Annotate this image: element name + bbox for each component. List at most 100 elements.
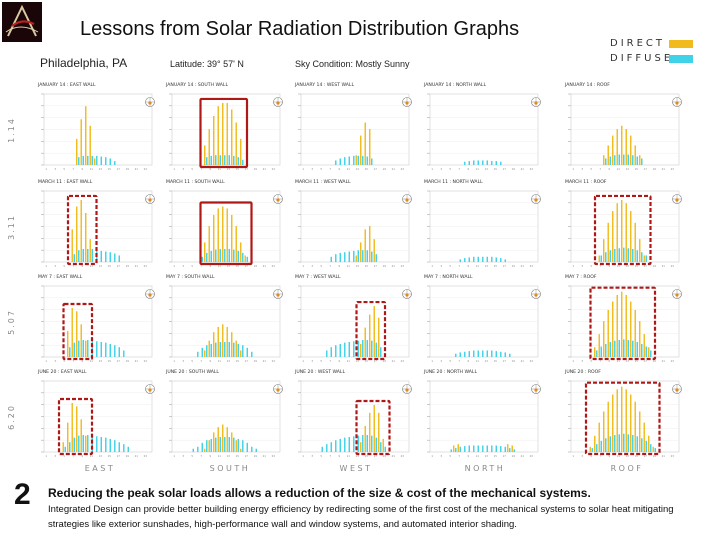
diffuse-bar (366, 435, 368, 452)
x-tick-label: 7 (329, 167, 331, 171)
diffuse-bar (609, 436, 611, 452)
direct-bar (612, 135, 614, 165)
diffuse-bar (210, 250, 212, 262)
x-tick-label: 23 (272, 264, 276, 268)
diffuse-bar (123, 350, 125, 357)
diffuse-bar (228, 248, 230, 262)
diffuse-bar (237, 157, 239, 165)
diffuse-bar (206, 252, 208, 262)
direct-bar (634, 145, 636, 165)
direct-bar (231, 332, 233, 357)
x-tick-label: 9 (338, 359, 340, 363)
diffuse-bar (215, 155, 217, 165)
direct-bar (364, 122, 366, 165)
direct-bar (76, 311, 78, 357)
diffuse-bar (366, 250, 368, 262)
x-tick-label: 9 (467, 454, 469, 458)
x-tick-label: 13 (356, 264, 360, 268)
diffuse-bar (650, 350, 652, 357)
diffuse-bar (618, 434, 620, 452)
diffuse-bar (605, 438, 607, 452)
diffuse-bar (206, 440, 208, 452)
diffuse-bar (482, 350, 484, 357)
x-tick-label: 1 (572, 454, 574, 458)
direct-bar (612, 301, 614, 357)
x-tick-label: 7 (599, 264, 601, 268)
x-tick-label: 13 (99, 264, 103, 268)
x-tick-label: 21 (263, 454, 267, 458)
x-tick-label: 3 (581, 264, 583, 268)
x-tick-label: 9 (81, 359, 83, 363)
diffuse-bar (645, 255, 647, 262)
x-tick-label: 7 (200, 264, 202, 268)
x-tick-label: 5 (449, 264, 451, 268)
sun-marker-icon (534, 198, 538, 202)
diffuse-bar (228, 155, 230, 165)
direct-bar (607, 401, 609, 452)
diffuse-bar (246, 442, 248, 452)
x-tick-label: 17 (374, 264, 378, 268)
logo-icon (2, 2, 42, 42)
peak-highlight-box (589, 286, 657, 361)
legend-diffuse-swatch (669, 55, 693, 63)
diffuse-bar (623, 339, 625, 357)
diffuse-bar (477, 445, 479, 452)
diffuse-bar (233, 437, 235, 452)
diffuse-bar (632, 435, 634, 452)
diffuse-bar (330, 347, 332, 357)
diffuse-bar (96, 155, 98, 165)
diffuse-bar (596, 444, 598, 452)
diffuse-bar (353, 436, 355, 452)
diffuse-bar (627, 340, 629, 357)
diffuse-bar (215, 437, 217, 452)
direct-bar (607, 309, 609, 357)
direct-bar (360, 242, 362, 262)
x-tick-label: 17 (245, 264, 249, 268)
x-tick-label: 7 (72, 264, 74, 268)
x-tick-label: 1 (302, 359, 304, 363)
diffuse-bar (348, 341, 350, 357)
x-tick-label: 23 (272, 167, 276, 171)
x-tick-label: 1 (572, 167, 574, 171)
x-tick-label: 21 (392, 359, 396, 363)
direct-bar (76, 406, 78, 452)
diffuse-bar (500, 258, 502, 262)
x-tick-label: 7 (200, 167, 202, 171)
diffuse-bar (114, 345, 116, 357)
x-tick-label: 5 (191, 264, 193, 268)
direct-bar (244, 255, 246, 262)
diffuse-bar (605, 252, 607, 262)
diffuse-bar (73, 437, 75, 452)
x-tick-label: 13 (227, 167, 231, 171)
x-tick-label: 15 (236, 264, 240, 268)
diffuse-bar (509, 353, 511, 357)
x-tick-label: 5 (320, 359, 322, 363)
direct-bar (625, 129, 627, 165)
direct-bar (76, 138, 78, 165)
x-tick-label: 13 (485, 454, 489, 458)
diffuse-bar (636, 436, 638, 452)
diffuse-bar (473, 256, 475, 262)
diffuse-bar (482, 256, 484, 262)
x-tick-label: 17 (245, 454, 249, 458)
direct-bar (643, 422, 645, 452)
panel-title: MARCH 11 : EAST WALL (38, 179, 93, 185)
x-tick-label: 23 (671, 454, 675, 458)
x-tick-label: 19 (254, 454, 258, 458)
diffuse-bar (500, 351, 502, 357)
diffuse-bar (455, 448, 457, 452)
diffuse-bar (100, 156, 102, 165)
direct-bar (80, 199, 82, 262)
x-tick-label: 11 (617, 454, 621, 458)
diffuse-bar (459, 352, 461, 357)
direct-bar (621, 386, 623, 452)
legend-direct: DIRECT (608, 38, 708, 52)
diffuse-bar (201, 442, 203, 452)
diffuse-bar (91, 340, 93, 357)
x-tick-label: 19 (254, 264, 258, 268)
x-tick-label: 13 (356, 454, 360, 458)
diffuse-bar (609, 156, 611, 165)
x-tick-label: 15 (236, 167, 240, 171)
